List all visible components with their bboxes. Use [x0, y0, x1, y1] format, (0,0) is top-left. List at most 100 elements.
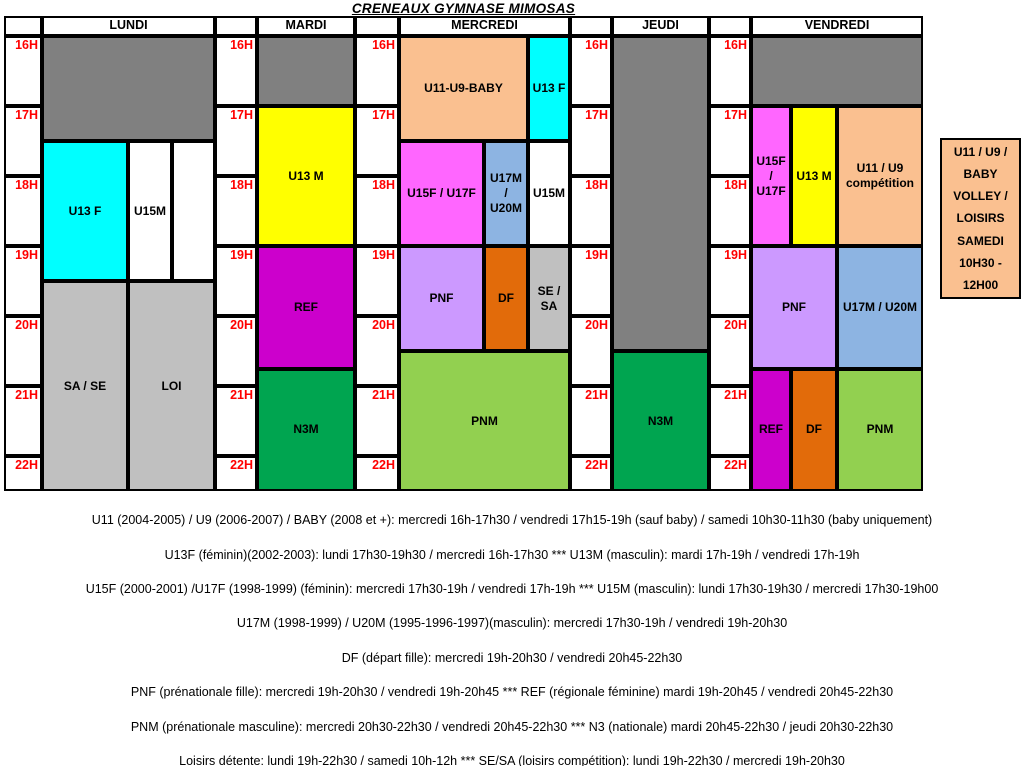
- schedule-block-vendredi-pnm: PNM: [837, 368, 923, 491]
- time-cell: 19H: [355, 246, 399, 316]
- time-label: 22H: [230, 458, 253, 472]
- time-cell: 17H: [355, 106, 399, 176]
- time-label: 19H: [372, 248, 395, 262]
- time-cell: 16H: [355, 36, 399, 106]
- note-line: U15F (2000-2001) /U17F (1998-1999) (fémi…: [85, 581, 939, 596]
- time-label: 16H: [585, 38, 608, 52]
- time-label: 16H: [724, 38, 747, 52]
- schedule-block-mercredi-pnm: PNM: [399, 351, 570, 491]
- time-label: 19H: [230, 248, 253, 262]
- time-label: 22H: [585, 458, 608, 472]
- time-cell: 22H: [570, 456, 612, 491]
- saturday-info-box: U11 / U9 / BABY VOLLEY / LOISIRS SAMEDI …: [940, 138, 1021, 299]
- schedule-block-mercredi-pnf: PNF: [399, 246, 484, 351]
- time-cell: 20H: [570, 316, 612, 386]
- time-cell: 20H: [355, 316, 399, 386]
- time-label: 18H: [585, 178, 608, 192]
- schedule-block-lundi-empty: [42, 36, 215, 141]
- schedule-block-lundi-u15m: U15M: [128, 141, 172, 281]
- note-line: U17M (1998-1999) / U20M (1995-1996-1997)…: [236, 616, 788, 631]
- time-label: 19H: [585, 248, 608, 262]
- time-cell: 19H: [709, 246, 751, 316]
- schedule-block-mercredi-df: DF: [484, 246, 528, 351]
- time-cell: 17H: [709, 106, 751, 176]
- time-cell: 22H: [709, 456, 751, 491]
- time-label: 21H: [585, 388, 608, 402]
- time-cell: 19H: [4, 246, 42, 316]
- time-cell: 16H: [215, 36, 257, 106]
- time-label: 16H: [372, 38, 395, 52]
- time-cell: 20H: [4, 316, 42, 386]
- schedule-block-vendredi-ref: REF: [751, 368, 791, 491]
- schedule-block-jeudi-n3m: N3M: [612, 351, 709, 491]
- schedule-block-mercredi-u13-f: U13 F: [528, 36, 570, 141]
- schedule-block-mercredi-u15m: U15M: [528, 141, 570, 246]
- schedule-block-lundi-empty: [172, 141, 215, 281]
- time-cell: 17H: [4, 106, 42, 176]
- time-label: 17H: [372, 108, 395, 122]
- time-cell: 18H: [4, 176, 42, 246]
- time-cell: 21H: [709, 386, 751, 456]
- time-cell: 18H: [570, 176, 612, 246]
- schedule-block-lundi-sa-se: SA / SE: [42, 281, 128, 491]
- schedule-block-jeudi-empty: [612, 36, 709, 351]
- schedule-block-mardi-empty: [257, 36, 355, 106]
- time-label: 17H: [585, 108, 608, 122]
- time-cell: 18H: [355, 176, 399, 246]
- header-spacer-cell: [4, 16, 42, 36]
- time-label: 22H: [15, 458, 38, 472]
- header-spacer-cell: [355, 16, 399, 36]
- time-label: 21H: [372, 388, 395, 402]
- time-label: 16H: [230, 38, 253, 52]
- schedule-block-vendredi-u17m-u20m: U17M / U20M: [837, 246, 923, 369]
- time-cell: 21H: [570, 386, 612, 456]
- day-header-lundi: LUNDI: [42, 16, 215, 36]
- time-cell: 17H: [215, 106, 257, 176]
- time-label: 20H: [372, 318, 395, 332]
- schedule-block-vendredi-df: DF: [791, 368, 837, 491]
- schedule-block-lundi-loi: LOI: [128, 281, 215, 491]
- note-line: DF (départ fille): mercredi 19h-20h30 / …: [341, 650, 683, 665]
- time-label: 20H: [230, 318, 253, 332]
- time-label: 20H: [724, 318, 747, 332]
- day-header-vendredi: VENDREDI: [751, 16, 923, 36]
- schedule-block-vendredi-u13-m: U13 M: [791, 106, 837, 246]
- notes-section: U11 (2004-2005) / U9 (2006-2007) / BABY …: [0, 503, 1024, 766]
- header-spacer-cell: [570, 16, 612, 36]
- time-cell: 18H: [215, 176, 257, 246]
- time-cell: 21H: [4, 386, 42, 456]
- header-spacer-cell: [215, 16, 257, 36]
- time-cell: 17H: [570, 106, 612, 176]
- time-cell: 21H: [355, 386, 399, 456]
- time-cell: 20H: [215, 316, 257, 386]
- schedule-block-vendredi-u11-u9-comp-tition: U11 / U9 compétition: [837, 106, 923, 246]
- time-label: 20H: [585, 318, 608, 332]
- schedule-block-mardi-n3m: N3M: [257, 368, 355, 491]
- time-cell: 22H: [355, 456, 399, 491]
- time-cell: 22H: [4, 456, 42, 491]
- header-spacer-cell: [709, 16, 751, 36]
- schedule-block-mardi-u13-m: U13 M: [257, 106, 355, 246]
- time-label: 18H: [724, 178, 747, 192]
- day-header-mercredi: MERCREDI: [399, 16, 570, 36]
- time-label: 17H: [230, 108, 253, 122]
- time-cell: 21H: [215, 386, 257, 456]
- schedule-block-vendredi-pnf: PNF: [751, 246, 837, 369]
- time-label: 21H: [15, 388, 38, 402]
- note-line: U11 (2004-2005) / U9 (2006-2007) / BABY …: [91, 513, 933, 528]
- schedule-block-vendredi-empty: [751, 36, 923, 106]
- schedule-block-mercredi-se-sa: SE / SA: [528, 246, 570, 351]
- time-label: 20H: [15, 318, 38, 332]
- time-label: 17H: [15, 108, 38, 122]
- time-label: 18H: [15, 178, 38, 192]
- time-label: 22H: [724, 458, 747, 472]
- time-label: 21H: [230, 388, 253, 402]
- time-label: 18H: [372, 178, 395, 192]
- time-label: 18H: [230, 178, 253, 192]
- note-line: U13F (féminin)(2002-2003): lundi 17h30-1…: [164, 547, 860, 562]
- time-label: 22H: [372, 458, 395, 472]
- schedule-block-lundi-u13-f: U13 F: [42, 141, 128, 281]
- title-row: CRENEAUX GYMNASE MIMOSAS: [4, 0, 923, 16]
- schedule-block-mercredi-u17m-u20m: U17M / U20M: [484, 141, 528, 246]
